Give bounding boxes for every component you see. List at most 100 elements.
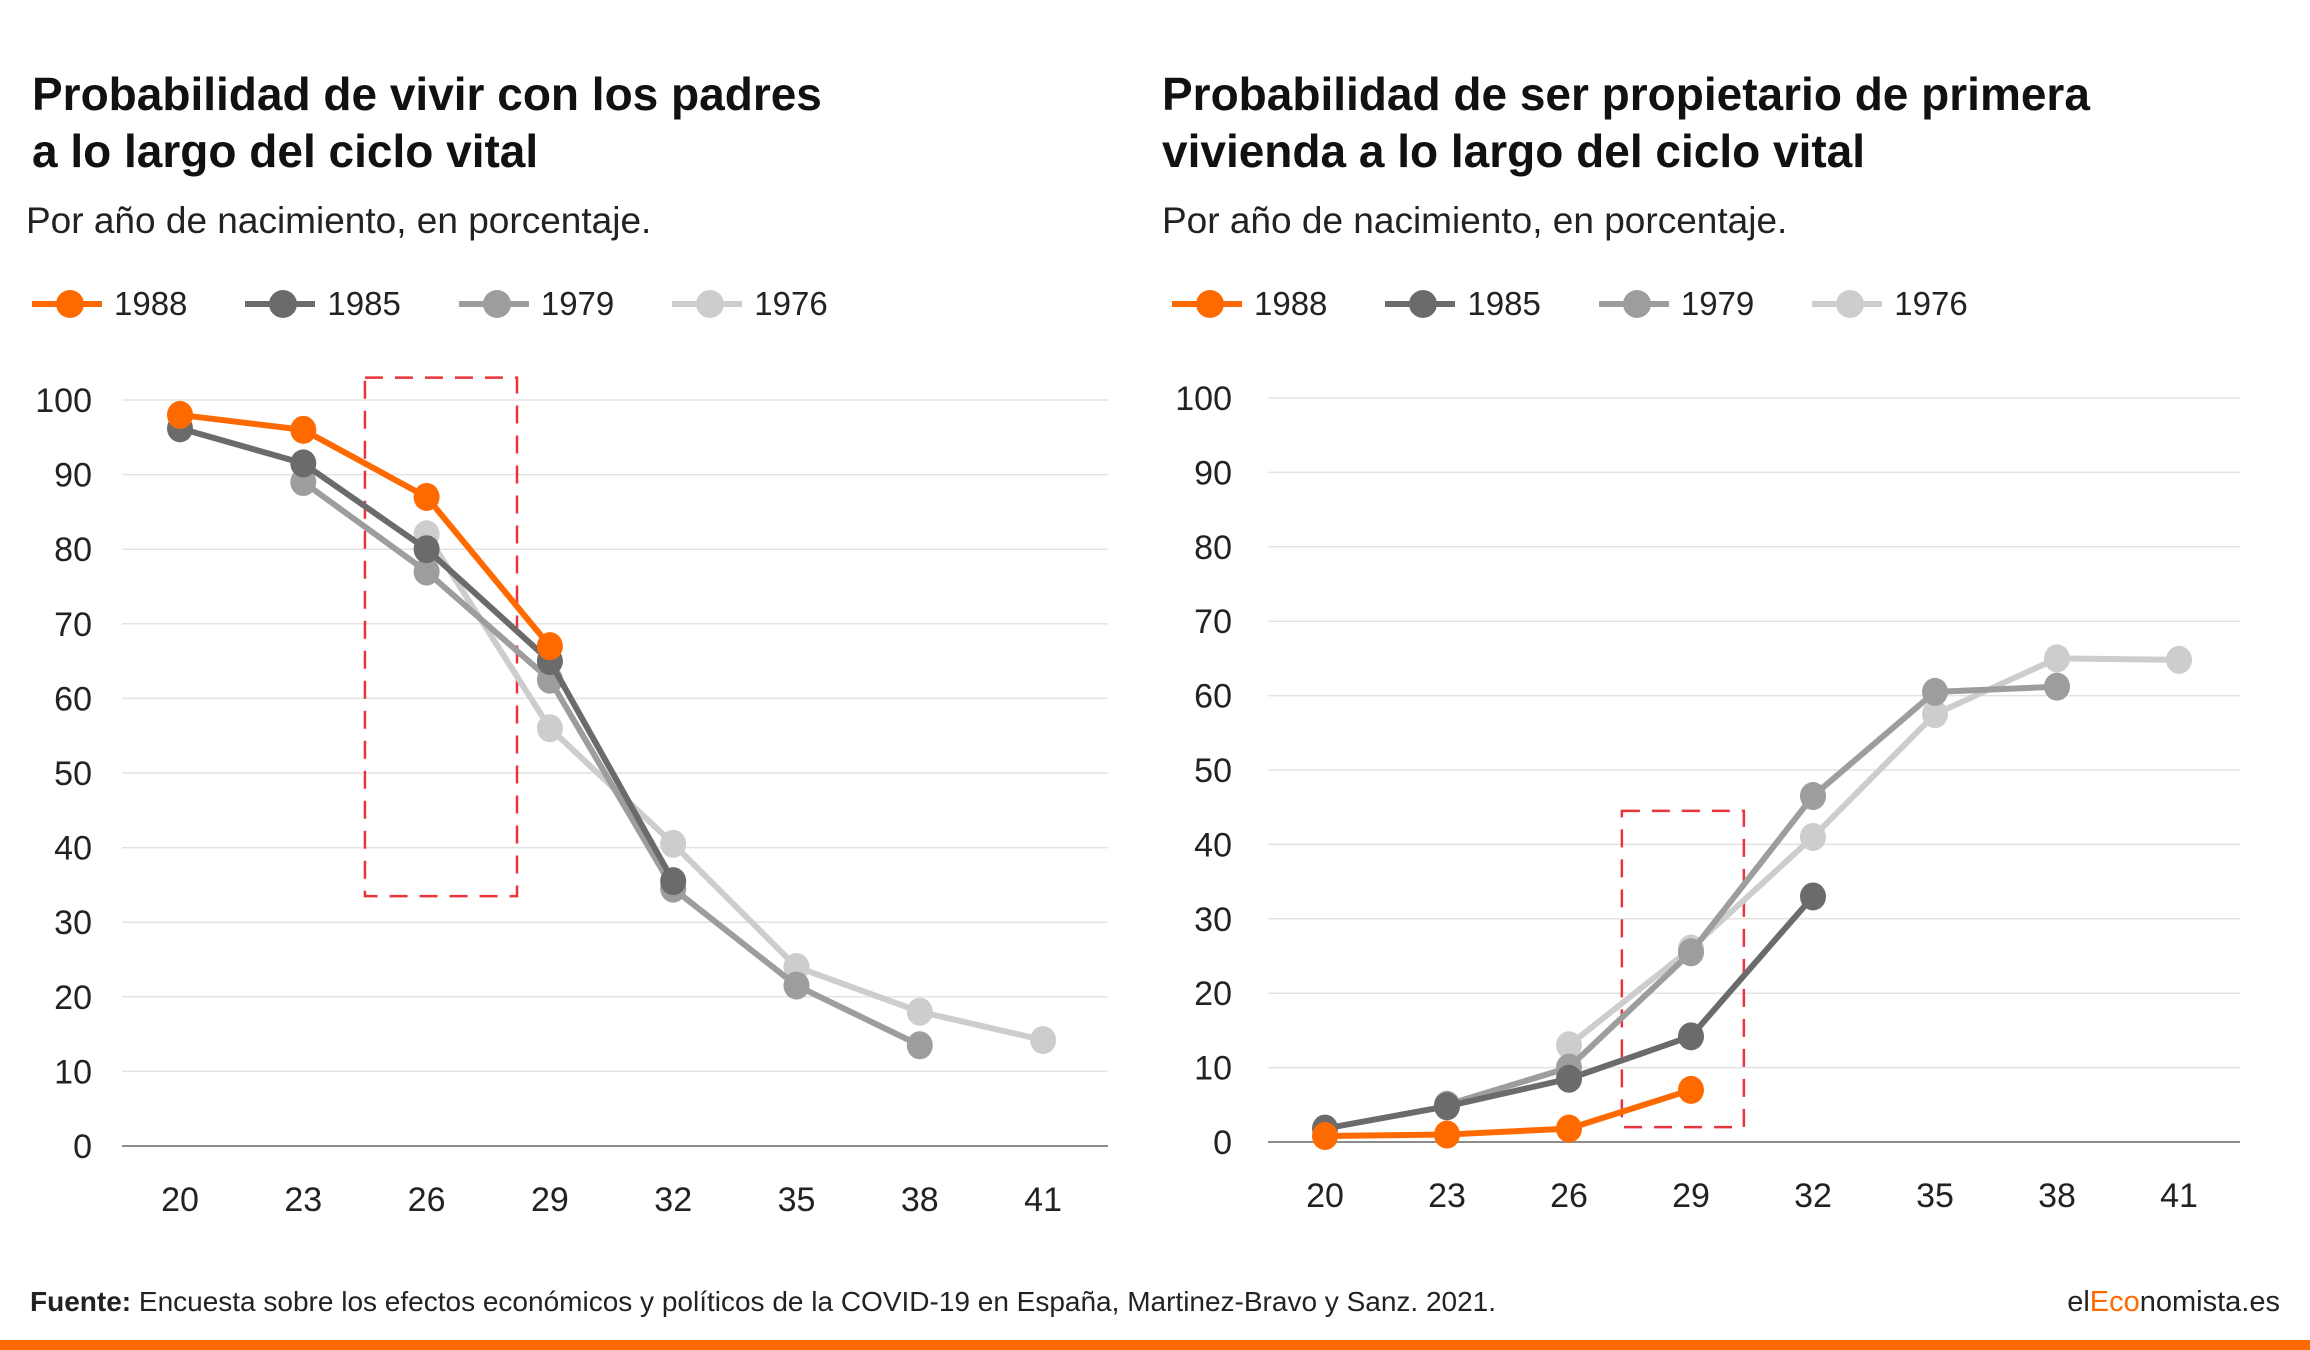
x-tick-label: 35 (1916, 1177, 1954, 1215)
y-tick-label: 10 (54, 1053, 92, 1091)
data-point-1979 (783, 971, 810, 1000)
y-tick-label: 80 (54, 531, 92, 569)
y-tick-label: 50 (1194, 752, 1232, 790)
data-point-1976 (906, 997, 933, 1026)
y-tick-label: 40 (54, 830, 92, 868)
brand-suffix: nomista.es (2139, 1286, 2280, 1318)
data-point-1976 (1556, 1031, 1582, 1060)
data-point-1976 (2166, 645, 2192, 674)
x-tick-label: 20 (161, 1181, 199, 1219)
y-tick-label: 20 (54, 979, 92, 1017)
x-tick-label: 38 (901, 1181, 939, 1219)
legend-marker-1988 (32, 289, 102, 319)
chart-title-line-1: Probabilidad de ser propietario de prime… (1162, 68, 2090, 120)
legend-marker-1988 (1172, 289, 1242, 319)
line-chart-living-with-parents: 0 10 20 30 40 50 60 70 80 90 100 20 23 26 29 32 35 38 41 (35, 376, 1108, 1219)
y-tick-label: 60 (1194, 678, 1232, 716)
legend-label-1976: 1976 (1894, 285, 1968, 322)
data-point-1988 (167, 400, 193, 429)
source-note: Fuente: Encuesta sobre los efectos econó… (30, 1286, 1496, 1318)
data-point-1985 (413, 535, 440, 564)
x-tick-label: 20 (1306, 1177, 1344, 1215)
legend-marker-1985 (245, 289, 316, 319)
x-tick-label: 38 (2038, 1177, 2076, 1215)
chart-title-line-1: Probabilidad de vivir con los padres (32, 68, 822, 120)
legend-item-1979: 1979 (458, 285, 614, 323)
chart-panel-living-with-parents: Probabilidad de vivir con los padres a l… (0, 0, 1150, 1250)
data-point-1976 (1922, 700, 1948, 729)
y-tick-label: 90 (1194, 454, 1232, 492)
y-tick-label: 70 (54, 606, 92, 644)
x-tick-label: 29 (531, 1181, 569, 1219)
legend-label-1979: 1979 (1680, 285, 1755, 322)
source-text: Encuesta sobre los efectos económicos y … (131, 1286, 1497, 1317)
chart-panel-home-ownership: Probabilidad de ser propietario de prime… (1150, 0, 2300, 1250)
legend-label-1988: 1988 (114, 285, 188, 322)
data-point-1988 (536, 632, 563, 661)
highlight-box (363, 376, 519, 898)
x-tick-label: 41 (2160, 1177, 2198, 1215)
data-point-1976 (1800, 822, 1826, 851)
series-line-1976 (1566, 655, 2182, 1049)
y-tick-label: 80 (1194, 529, 1232, 567)
legend-label-1976: 1976 (754, 285, 828, 322)
series-line-1976 (423, 531, 1047, 1044)
legend-marker-1979 (458, 289, 529, 319)
legend-label-1985: 1985 (1467, 285, 1541, 322)
legend-marker-1976 (672, 289, 743, 319)
data-point-1988 (1434, 1120, 1460, 1149)
data-point-1988 (1678, 1075, 1704, 1104)
data-point-1988 (290, 415, 317, 444)
series-line-1988 (1322, 1086, 1694, 1140)
chart-legend: 1988 1985 1979 1976 (32, 282, 886, 326)
chart-title: Probabilidad de vivir con los padres a l… (32, 66, 822, 180)
data-point-1979 (413, 557, 440, 586)
y-tick-label: 70 (1194, 603, 1232, 641)
legend-item-1988: 1988 (32, 285, 187, 323)
y-tick-label: 30 (1194, 901, 1232, 939)
y-tick-label: 90 (54, 457, 92, 495)
y-tick-label: 30 (54, 904, 92, 942)
brand-prefix: el (2067, 1286, 2090, 1318)
data-point-1985 (1556, 1064, 1582, 1093)
bottom-accent-bar (0, 1340, 2310, 1350)
legend-item-1976: 1976 (1812, 285, 1968, 323)
data-point-1976 (660, 829, 687, 858)
series-line-1979 (1444, 683, 2060, 1108)
legend-marker-1976 (1812, 289, 1883, 319)
data-point-1985 (1678, 1022, 1704, 1051)
x-tick-label: 23 (284, 1181, 322, 1219)
x-tick-label: 41 (1024, 1181, 1062, 1219)
y-tick-label: 40 (1194, 826, 1232, 864)
legend-item-1985: 1985 (1385, 285, 1541, 323)
legend-label-1985: 1985 (327, 285, 401, 322)
data-point-1985 (290, 449, 317, 478)
y-tick-label: 0 (73, 1128, 92, 1166)
series-line-1979 (300, 479, 923, 1049)
y-tick-label: 60 (54, 680, 92, 718)
y-tick-label: 0 (1213, 1124, 1232, 1162)
chart-subtitle: Por año de nacimiento, en porcentaje. (1162, 200, 1788, 241)
data-point-1979 (1922, 677, 1948, 706)
data-point-1985 (1434, 1092, 1460, 1121)
x-tick-label: 32 (1794, 1177, 1832, 1215)
series-line-1985 (1322, 893, 1816, 1132)
data-point-1976 (1030, 1026, 1057, 1055)
legend-item-1976: 1976 (672, 285, 828, 323)
brand-logo: elEconomista.es (2067, 1286, 2280, 1319)
chart-subtitle: Por año de nacimiento, en porcentaje. (26, 200, 652, 241)
legend-marker-1985 (1385, 289, 1456, 319)
data-point-1979 (1800, 782, 1826, 811)
x-tick-label: 26 (1550, 1177, 1588, 1215)
data-point-1979 (1678, 938, 1704, 967)
brand-accent: Eco (2089, 1286, 2140, 1318)
y-tick-label: 50 (54, 755, 92, 793)
y-tick-label: 20 (1194, 975, 1232, 1013)
chart-title-line-2: a lo largo del ciclo vital (32, 125, 539, 177)
legend-label-1988: 1988 (1254, 285, 1328, 322)
data-point-1988 (413, 482, 440, 511)
x-tick-label: 35 (778, 1181, 816, 1219)
series-line-1988 (177, 411, 553, 650)
data-point-1979 (906, 1031, 933, 1060)
data-point-1976 (2044, 644, 2070, 673)
